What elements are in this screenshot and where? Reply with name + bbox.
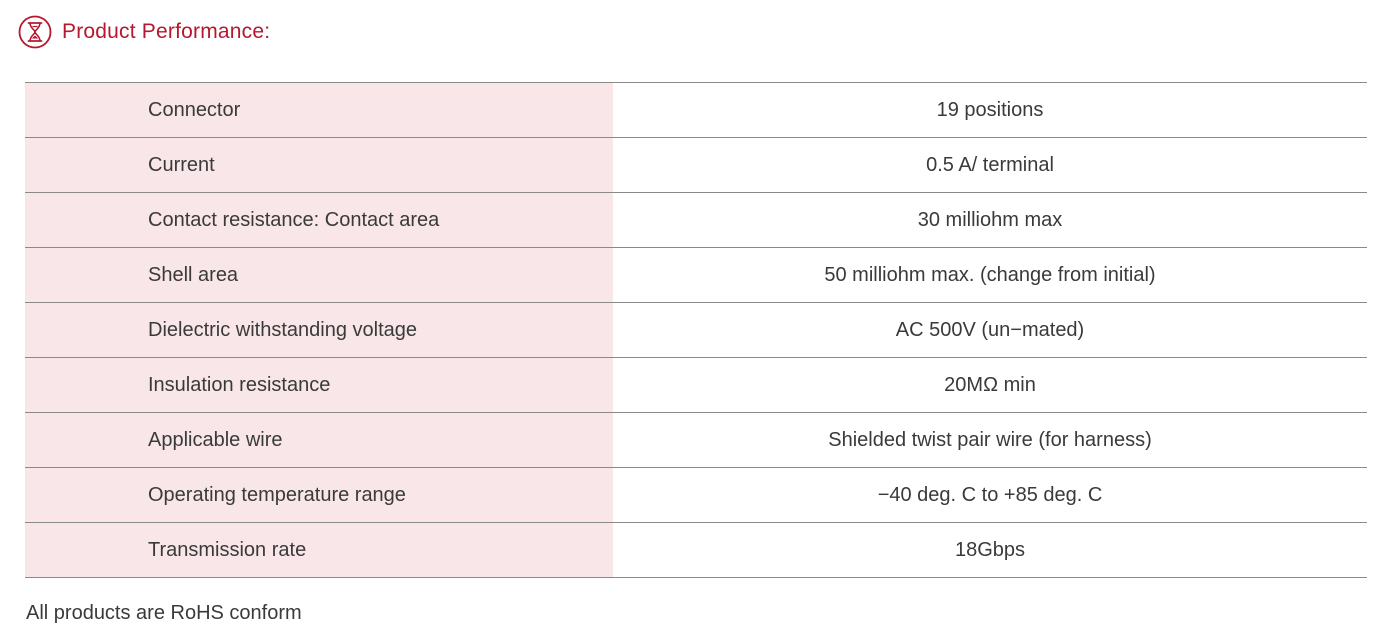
table-row: Operating temperature range −40 deg. C t… <box>25 467 1367 523</box>
spec-value: Shielded twist pair wire (for harness) <box>613 412 1367 468</box>
table-row: Transmission rate 18Gbps <box>25 522 1367 578</box>
hourglass-icon <box>18 15 52 49</box>
table-row: Applicable wire Shielded twist pair wire… <box>25 412 1367 468</box>
section-title: Product Performance: <box>62 20 271 43</box>
spec-label: Applicable wire <box>25 412 613 468</box>
spec-label: Transmission rate <box>25 522 613 578</box>
table-row: Connector 19 positions <box>25 82 1367 138</box>
spec-label: Connector <box>25 82 613 138</box>
spec-value: 18Gbps <box>613 522 1367 578</box>
section-header: Product Performance: <box>18 14 270 50</box>
table-row: Contact resistance: Contact area 30 mill… <box>25 192 1367 248</box>
spec-label: Insulation resistance <box>25 357 613 413</box>
rohs-footnote: All products are RoHS conform <box>26 602 302 624</box>
table-row: Dielectric withstanding voltage AC 500V … <box>25 302 1367 358</box>
spec-value: 19 positions <box>613 82 1367 138</box>
table-row: Shell area 50 milliohm max. (change from… <box>25 247 1367 303</box>
spec-value: 30 milliohm max <box>613 192 1367 248</box>
spec-table: Connector 19 positions Current 0.5 A/ te… <box>25 82 1367 578</box>
spec-value: 50 milliohm max. (change from initial) <box>613 247 1367 303</box>
table-row: Insulation resistance 20MΩ min <box>25 357 1367 413</box>
spec-value: −40 deg. C to +85 deg. C <box>613 467 1367 523</box>
spec-label: Contact resistance: Contact area <box>25 192 613 248</box>
spec-value: 0.5 A/ terminal <box>613 137 1367 193</box>
spec-value: 20MΩ min <box>613 357 1367 413</box>
spec-label: Shell area <box>25 247 613 303</box>
spec-label: Operating temperature range <box>25 467 613 523</box>
spec-value: AC 500V (un−mated) <box>613 302 1367 358</box>
spec-label: Dielectric withstanding voltage <box>25 302 613 358</box>
spec-label: Current <box>25 137 613 193</box>
table-row: Current 0.5 A/ terminal <box>25 137 1367 193</box>
